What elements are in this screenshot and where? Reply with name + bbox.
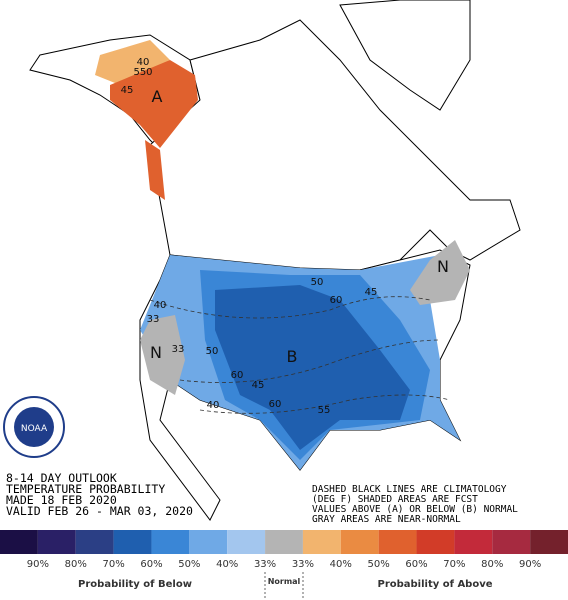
map-label: 50 [206, 346, 219, 357]
map-label: 33 [172, 344, 185, 355]
map-label: 45 [252, 380, 265, 391]
map-label: 60 [269, 399, 282, 410]
map-label: 45 [121, 85, 134, 96]
title-line: VALID FEB 26 - MAR 03, 2020 [6, 504, 193, 518]
climatology-contours [149, 296, 451, 414]
legend-label: 40% [330, 559, 352, 570]
map-label: 60 [330, 295, 343, 306]
map-label: 40 [207, 400, 220, 411]
title-line: TEMPERATURE PROBABILITY [6, 482, 165, 496]
map-label: N [437, 257, 449, 276]
map-label: A [152, 87, 163, 106]
legend-swatch [530, 530, 568, 554]
legend-label: 33% [292, 559, 314, 570]
map-label: 55 [318, 405, 331, 416]
legend-label: 50% [178, 559, 200, 570]
map-label: 45 [365, 287, 378, 298]
legend-swatch [340, 530, 379, 554]
legend-label: 60% [140, 559, 162, 570]
map-label: 550 [133, 67, 152, 78]
legend-above: Probability of Above [377, 579, 492, 590]
legend-label: 90% [519, 559, 541, 570]
legend-swatch [302, 530, 341, 554]
legend-swatch [75, 530, 114, 554]
legend-swatch [265, 530, 303, 554]
title-line: 8-14 DAY OUTLOOK [6, 471, 117, 485]
probability-shading [95, 40, 470, 470]
note-line: GRAY AREAS ARE NEAR-NORMAL [312, 514, 461, 525]
legend-label: 80% [481, 559, 503, 570]
map-label: N [150, 343, 162, 362]
note-line: VALUES ABOVE (A) OR BELOW (B) NORMAL [312, 504, 518, 515]
legend-swatch [492, 530, 531, 554]
legend-below: Probability of Below [78, 579, 192, 590]
legend-swatch [151, 530, 190, 554]
legend-label: 40% [216, 559, 238, 570]
legend-swatch [189, 530, 228, 554]
legend-swatch [37, 530, 76, 554]
map-label: 50 [311, 277, 324, 288]
map-label: 40 [154, 300, 167, 311]
legend-label: 80% [65, 559, 87, 570]
legend-swatch [454, 530, 493, 554]
legend-label: 33% [254, 559, 276, 570]
legend-label: 70% [102, 559, 124, 570]
legend-label: 70% [443, 559, 465, 570]
logo-text: NOAA [21, 424, 48, 434]
legend-swatch [378, 530, 417, 554]
legend-label: 90% [27, 559, 49, 570]
legend-label: 50% [368, 559, 390, 570]
legend-swatch [113, 530, 152, 554]
legend-label: 60% [405, 559, 427, 570]
title-line: MADE 18 FEB 2020 [6, 493, 117, 507]
legend-swatch [0, 530, 38, 554]
noaa-logo: NOAA [3, 396, 65, 458]
map-label: 40 [137, 57, 150, 68]
legend-normal: Normal [268, 577, 301, 586]
map-label: 60 [231, 370, 244, 381]
legend-swatch [227, 530, 266, 554]
note-line: DASHED BLACK LINES ARE CLIMATOLOGY [312, 484, 507, 495]
map-label: B [287, 347, 298, 366]
legend-swatch [416, 530, 455, 554]
note-line: (DEG F) SHADED AREAS ARE FCST [312, 494, 478, 505]
map-label: 33 [147, 314, 160, 325]
